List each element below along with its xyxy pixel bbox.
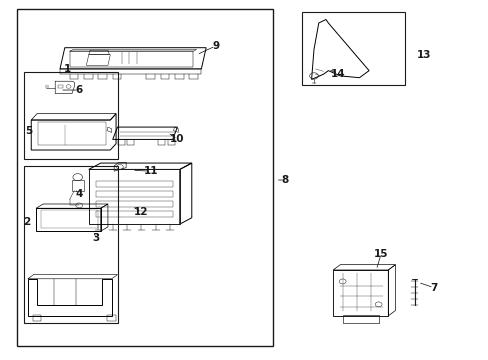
Text: 13: 13 <box>416 50 430 60</box>
Bar <box>24 166 117 323</box>
Bar <box>332 270 387 316</box>
Bar <box>342 315 378 323</box>
Text: 5: 5 <box>25 126 32 136</box>
Text: 7: 7 <box>429 283 437 293</box>
Text: 12: 12 <box>134 207 148 217</box>
Bar <box>96 191 172 197</box>
Bar <box>72 180 84 190</box>
Text: 3: 3 <box>92 233 100 243</box>
Text: 2: 2 <box>23 217 30 227</box>
Bar <box>96 201 172 207</box>
Bar <box>107 315 115 321</box>
Bar <box>24 72 117 159</box>
Text: 9: 9 <box>212 41 219 51</box>
Text: 15: 15 <box>373 249 387 259</box>
Bar <box>302 13 404 85</box>
Bar <box>33 315 41 321</box>
Bar <box>17 9 273 346</box>
Text: 1: 1 <box>63 64 71 74</box>
Text: 14: 14 <box>330 69 345 79</box>
Bar <box>96 211 172 217</box>
Text: 8: 8 <box>281 175 288 185</box>
Bar <box>39 122 105 145</box>
Bar <box>96 181 172 188</box>
Text: 4: 4 <box>75 189 82 199</box>
Bar <box>89 170 180 224</box>
Bar <box>58 85 63 88</box>
Text: 11: 11 <box>143 166 158 176</box>
Text: 6: 6 <box>75 85 82 95</box>
Text: 10: 10 <box>170 134 184 144</box>
Bar <box>41 210 98 228</box>
